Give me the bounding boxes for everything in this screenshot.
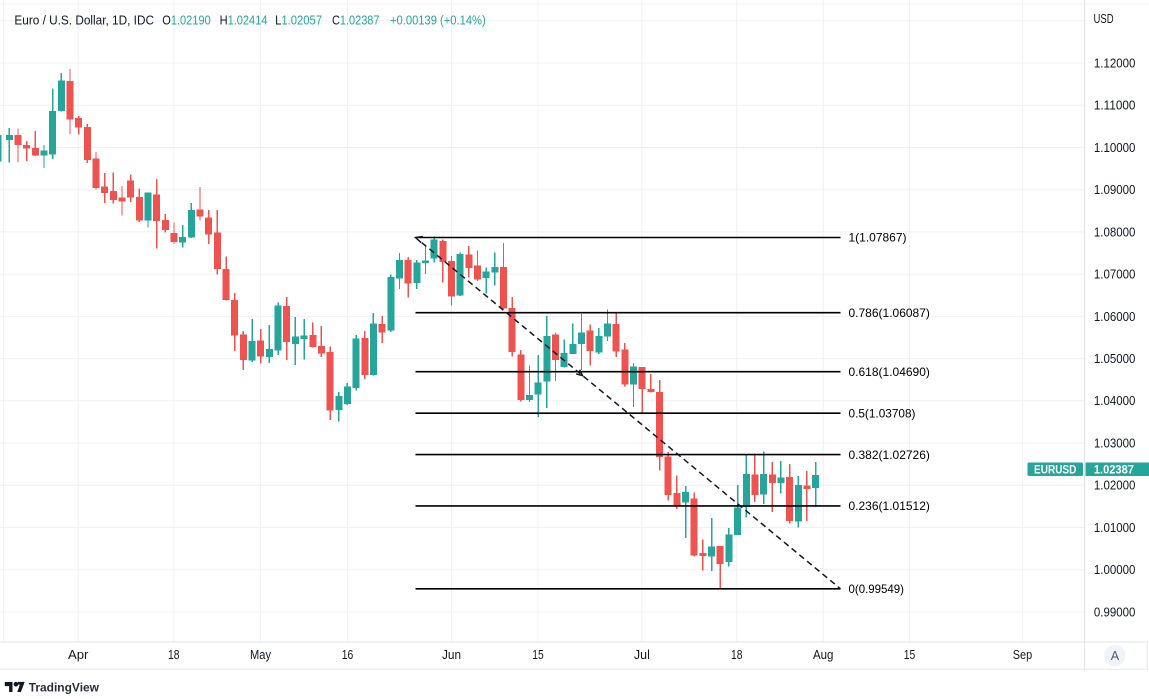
- svg-text:0.5(1.03708): 0.5(1.03708): [849, 406, 916, 420]
- svg-text:0(0.99549): 0(0.99549): [849, 582, 905, 596]
- svg-text:1.05000: 1.05000: [1094, 352, 1136, 366]
- svg-text:+0.00139 (+0.14%): +0.00139 (+0.14%): [390, 12, 486, 27]
- svg-text:EURUSD: EURUSD: [1034, 464, 1076, 476]
- svg-text:18: 18: [731, 648, 743, 662]
- svg-text:Jun: Jun: [442, 648, 461, 662]
- svg-text:15: 15: [532, 648, 544, 662]
- svg-text:1.08000: 1.08000: [1094, 225, 1136, 239]
- svg-text:16: 16: [342, 648, 354, 662]
- svg-text:0.236(1.01512): 0.236(1.01512): [849, 499, 930, 513]
- svg-text:1.11000: 1.11000: [1094, 99, 1136, 113]
- svg-text:1.09000: 1.09000: [1094, 183, 1136, 197]
- svg-text:1.00000: 1.00000: [1094, 563, 1136, 577]
- svg-text:1.02387: 1.02387: [1094, 463, 1134, 477]
- svg-text:15: 15: [904, 648, 916, 662]
- svg-text:0.99000: 0.99000: [1094, 605, 1136, 619]
- svg-text:1(1.07867): 1(1.07867): [849, 231, 907, 245]
- svg-text:L1.02057: L1.02057: [275, 12, 322, 27]
- svg-text:0.786(1.06087): 0.786(1.06087): [849, 306, 930, 320]
- svg-text:0.382(1.02726): 0.382(1.02726): [849, 448, 930, 462]
- svg-text:1.02000: 1.02000: [1094, 479, 1136, 493]
- svg-text:1.07000: 1.07000: [1094, 268, 1136, 282]
- svg-text:Jul: Jul: [634, 648, 650, 662]
- svg-text:C1.02387: C1.02387: [332, 12, 380, 27]
- svg-text:1.12000: 1.12000: [1094, 56, 1136, 70]
- svg-text:0.618(1.04690): 0.618(1.04690): [849, 365, 930, 379]
- svg-text:H1.02414: H1.02414: [220, 12, 268, 27]
- svg-text:May: May: [250, 648, 272, 662]
- svg-text:1.04000: 1.04000: [1094, 394, 1136, 408]
- svg-text:O1.02190: O1.02190: [162, 12, 210, 27]
- svg-text:1.06000: 1.06000: [1094, 310, 1136, 324]
- svg-text:USD: USD: [1094, 12, 1114, 26]
- svg-text:1.10000: 1.10000: [1094, 141, 1136, 155]
- svg-text:Sep: Sep: [1013, 648, 1033, 662]
- svg-text:18: 18: [168, 648, 180, 662]
- svg-text:Apr: Apr: [68, 648, 88, 662]
- svg-text:TradingView: TradingView: [29, 680, 100, 694]
- svg-text:1.03000: 1.03000: [1094, 437, 1136, 451]
- svg-text:Aug: Aug: [813, 648, 834, 662]
- svg-text:Euro / U.S. Dollar, 1D, IDC: Euro / U.S. Dollar, 1D, IDC: [14, 12, 154, 27]
- svg-text:A: A: [1111, 649, 1120, 663]
- svg-text:1.01000: 1.01000: [1094, 521, 1136, 535]
